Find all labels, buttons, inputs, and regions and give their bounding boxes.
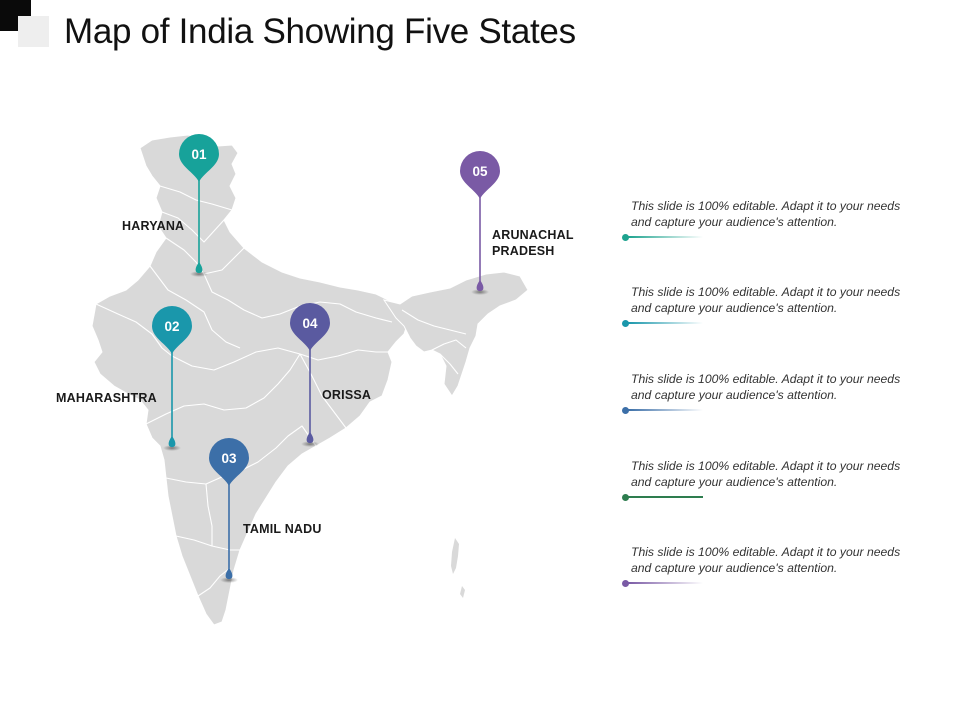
note-text: This slide is 100% editable. Adapt it to… bbox=[631, 545, 901, 575]
note-bar bbox=[628, 496, 703, 498]
state-label-maharashtra: MAHARASHTRA bbox=[56, 391, 157, 405]
map-pin-01: 01 bbox=[179, 134, 219, 277]
india-mainland-shape bbox=[91, 134, 409, 626]
pin-head-icon bbox=[209, 438, 249, 486]
page-title: Map of India Showing Five States bbox=[64, 12, 576, 51]
map-pin-03: 03 bbox=[209, 438, 249, 583]
corner-decoration-light bbox=[18, 16, 49, 47]
state-label-haryana: HARYANA bbox=[122, 219, 185, 233]
note-item-4: This slide is 100% editable. Adapt it to… bbox=[622, 458, 931, 501]
note-item-5: This slide is 100% editable. Adapt it to… bbox=[622, 544, 931, 587]
nicobar-islands-shape bbox=[460, 586, 465, 598]
map-pins: 01 02 03 04 05 bbox=[152, 134, 500, 583]
note-dot-icon bbox=[622, 233, 629, 241]
pin-shadow bbox=[220, 577, 238, 583]
state-label-arunachal-pradesh: ARUNACHAL PRADESH bbox=[492, 228, 574, 258]
map-pin-02: 02 bbox=[152, 306, 192, 451]
map-pin-05: 05 bbox=[460, 151, 500, 295]
pin-shadow bbox=[190, 271, 208, 277]
note-item-1: This slide is 100% editable. Adapt it to… bbox=[622, 198, 931, 241]
note-bar bbox=[628, 409, 703, 411]
note-bar bbox=[628, 236, 703, 238]
note-connector-line bbox=[622, 406, 703, 414]
note-connector-line bbox=[622, 579, 703, 587]
note-dot-icon bbox=[622, 406, 629, 414]
pin-number-label: 05 bbox=[472, 164, 488, 179]
india-northeast-shape bbox=[382, 271, 529, 397]
note-bar bbox=[628, 582, 703, 584]
note-connector-line bbox=[622, 233, 703, 241]
pin-drop-icon bbox=[476, 280, 484, 291]
note-text: This slide is 100% editable. Adapt it to… bbox=[631, 372, 901, 402]
note-item-3: This slide is 100% editable. Adapt it to… bbox=[622, 371, 931, 414]
state-borders bbox=[95, 185, 467, 597]
pin-shadow bbox=[163, 445, 181, 451]
pin-shadow bbox=[301, 441, 319, 447]
pin-head-icon bbox=[460, 151, 500, 199]
note-connector-line bbox=[622, 493, 703, 501]
pin-shadow bbox=[471, 289, 489, 295]
pin-number-label: 01 bbox=[191, 147, 207, 162]
note-connector-line bbox=[622, 319, 703, 327]
pin-number-label: 04 bbox=[302, 316, 318, 331]
state-label-orissa: ORISSA bbox=[322, 388, 372, 402]
pin-drop-icon bbox=[195, 262, 203, 273]
note-dot-icon bbox=[622, 319, 629, 327]
note-text: This slide is 100% editable. Adapt it to… bbox=[631, 459, 901, 489]
state-label-tamil-nadu: TAMIL NADU bbox=[243, 522, 322, 536]
note-text: This slide is 100% editable. Adapt it to… bbox=[631, 199, 901, 229]
andaman-islands-shape bbox=[451, 538, 459, 574]
map-pin-04: 04 bbox=[290, 303, 330, 447]
pin-drop-icon bbox=[168, 436, 176, 447]
note-text: This slide is 100% editable. Adapt it to… bbox=[631, 285, 901, 315]
note-item-2: This slide is 100% editable. Adapt it to… bbox=[622, 284, 931, 327]
note-bar bbox=[628, 322, 703, 324]
note-dot-icon bbox=[622, 579, 629, 587]
pin-number-label: 02 bbox=[164, 319, 179, 334]
pin-head-icon bbox=[290, 303, 330, 351]
pin-head-icon bbox=[179, 134, 219, 182]
pin-number-label: 03 bbox=[221, 451, 237, 466]
pin-head-icon bbox=[152, 306, 192, 354]
pin-drop-icon bbox=[306, 432, 314, 443]
pin-drop-icon bbox=[225, 568, 233, 579]
note-dot-icon bbox=[622, 493, 629, 501]
